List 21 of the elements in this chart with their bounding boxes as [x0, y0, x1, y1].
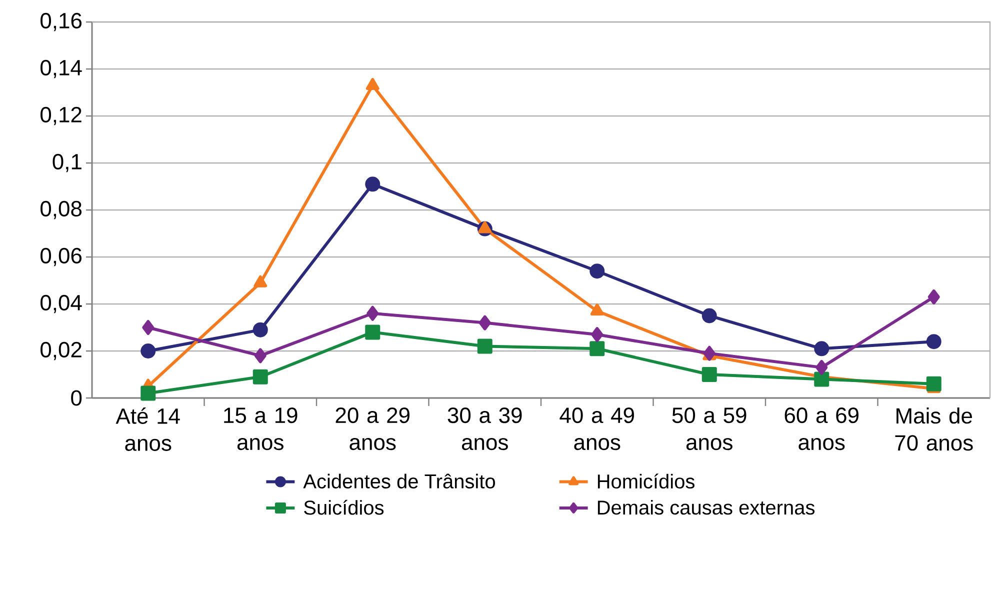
- y-tick-label: 0,08: [40, 200, 82, 220]
- y-tick-label: 0: [71, 390, 82, 406]
- x-tick-label: 20 a 29 anos: [336, 408, 410, 450]
- x-tick-label: 15 a 19 anos: [224, 408, 298, 450]
- x-tick-label: Mais de 70 anos: [895, 408, 973, 451]
- x-tick-label: 60 a 69 anos: [784, 408, 858, 450]
- y-tick-label: 0,06: [40, 248, 82, 266]
- x-tick-label: 40 a 49 anos: [560, 408, 634, 450]
- y-tick-label: 0,1: [52, 154, 82, 172]
- legend-label: Homicídios: [598, 474, 694, 489]
- y-tick-label: 0,04: [40, 294, 82, 314]
- legend-label: Acidentes de Trânsito: [303, 474, 496, 488]
- y-tick-label: 0,14: [40, 60, 82, 78]
- y-tick-label: 0,02: [40, 342, 82, 360]
- x-tick-label: 30 a 39 anos: [448, 408, 522, 450]
- x-tick-label: Até 14 anos: [116, 408, 180, 451]
- legend-label: Demais causas externas: [598, 500, 815, 515]
- legend-label: Suicídios: [304, 500, 384, 515]
- x-tick-label: 50 a 59 anos: [672, 408, 746, 450]
- y-tick-label: 0,16: [40, 12, 82, 32]
- y-tick-label: 0,12: [40, 106, 82, 126]
